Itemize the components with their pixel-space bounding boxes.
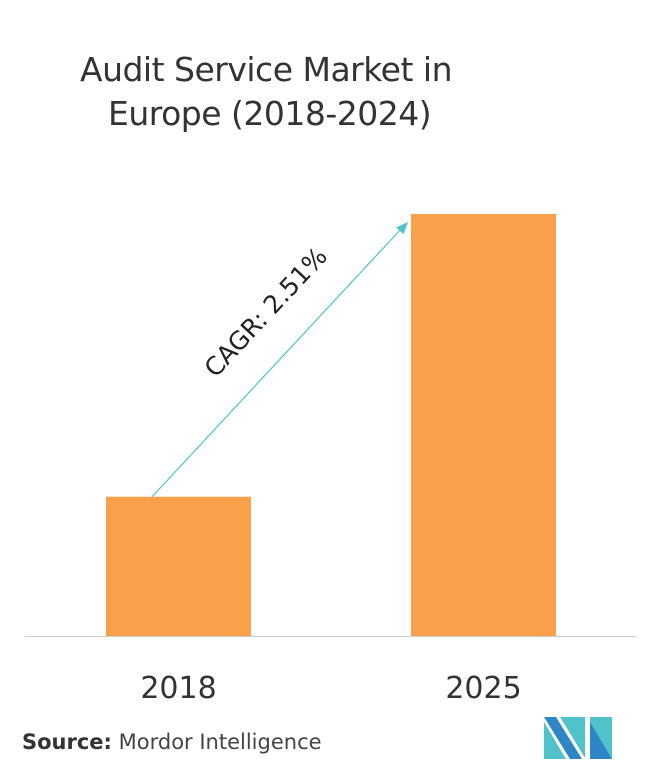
- bar-2018: [106, 496, 251, 636]
- source-text: Mordor Intelligence: [118, 730, 322, 754]
- chart-title-line-1: Audit Service Market in: [80, 50, 453, 89]
- logo-shape: [590, 722, 612, 759]
- x-tick-label: 2018: [140, 671, 216, 706]
- cagr-arrowhead: [396, 222, 408, 235]
- bar-2025: [411, 214, 556, 636]
- chart-title-line-2: Europe (2018-2024): [108, 94, 432, 133]
- cagr-arrow: [151, 227, 403, 498]
- mordor-logo: [544, 717, 612, 759]
- source-label: Source:: [22, 730, 112, 754]
- logo-shape: [544, 722, 566, 759]
- cagr-annotation: CAGR: 2.51%: [199, 242, 333, 383]
- logo-shape: [544, 717, 582, 759]
- source-note: Source: Mordor Intelligence: [22, 730, 322, 754]
- logo-shape: [560, 717, 585, 758]
- x-tick-label: 2025: [445, 671, 521, 706]
- chart-title: Audit Service Market in Europe (2018-202…: [80, 48, 560, 136]
